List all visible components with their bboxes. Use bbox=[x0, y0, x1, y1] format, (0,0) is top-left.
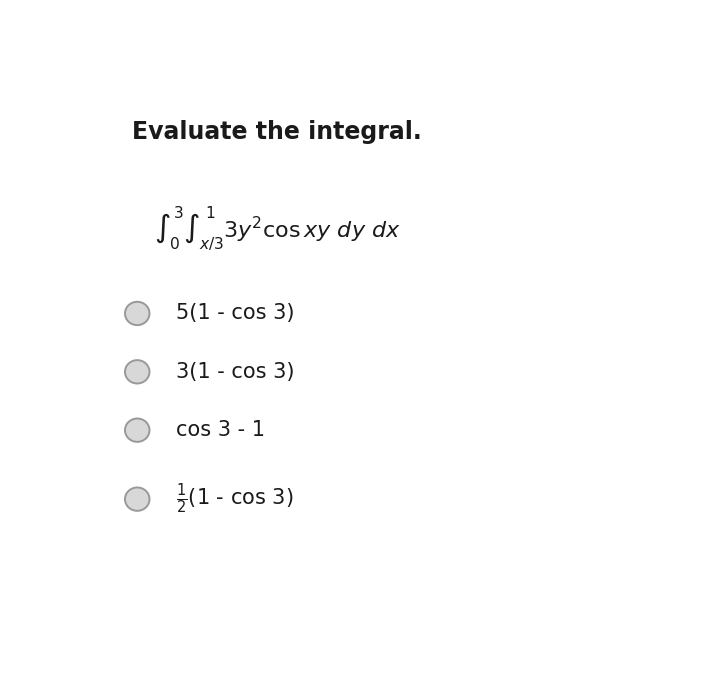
Text: 5(1 - cos 3): 5(1 - cos 3) bbox=[176, 303, 295, 323]
Text: $\int_0^3 \int_{x/3}^{\,1} 3y^2 \cos xy\ dy\ dx$: $\int_0^3 \int_{x/3}^{\,1} 3y^2 \cos xy\… bbox=[154, 205, 401, 253]
Text: 3(1 - cos 3): 3(1 - cos 3) bbox=[176, 362, 295, 382]
Circle shape bbox=[125, 360, 150, 384]
Text: cos 3 - 1: cos 3 - 1 bbox=[176, 420, 265, 440]
Text: $\frac{1}{2}$(1 - cos 3): $\frac{1}{2}$(1 - cos 3) bbox=[176, 482, 294, 516]
Text: Evaluate the integral.: Evaluate the integral. bbox=[132, 120, 421, 144]
Circle shape bbox=[125, 418, 150, 442]
Circle shape bbox=[125, 302, 150, 325]
Circle shape bbox=[125, 488, 150, 511]
